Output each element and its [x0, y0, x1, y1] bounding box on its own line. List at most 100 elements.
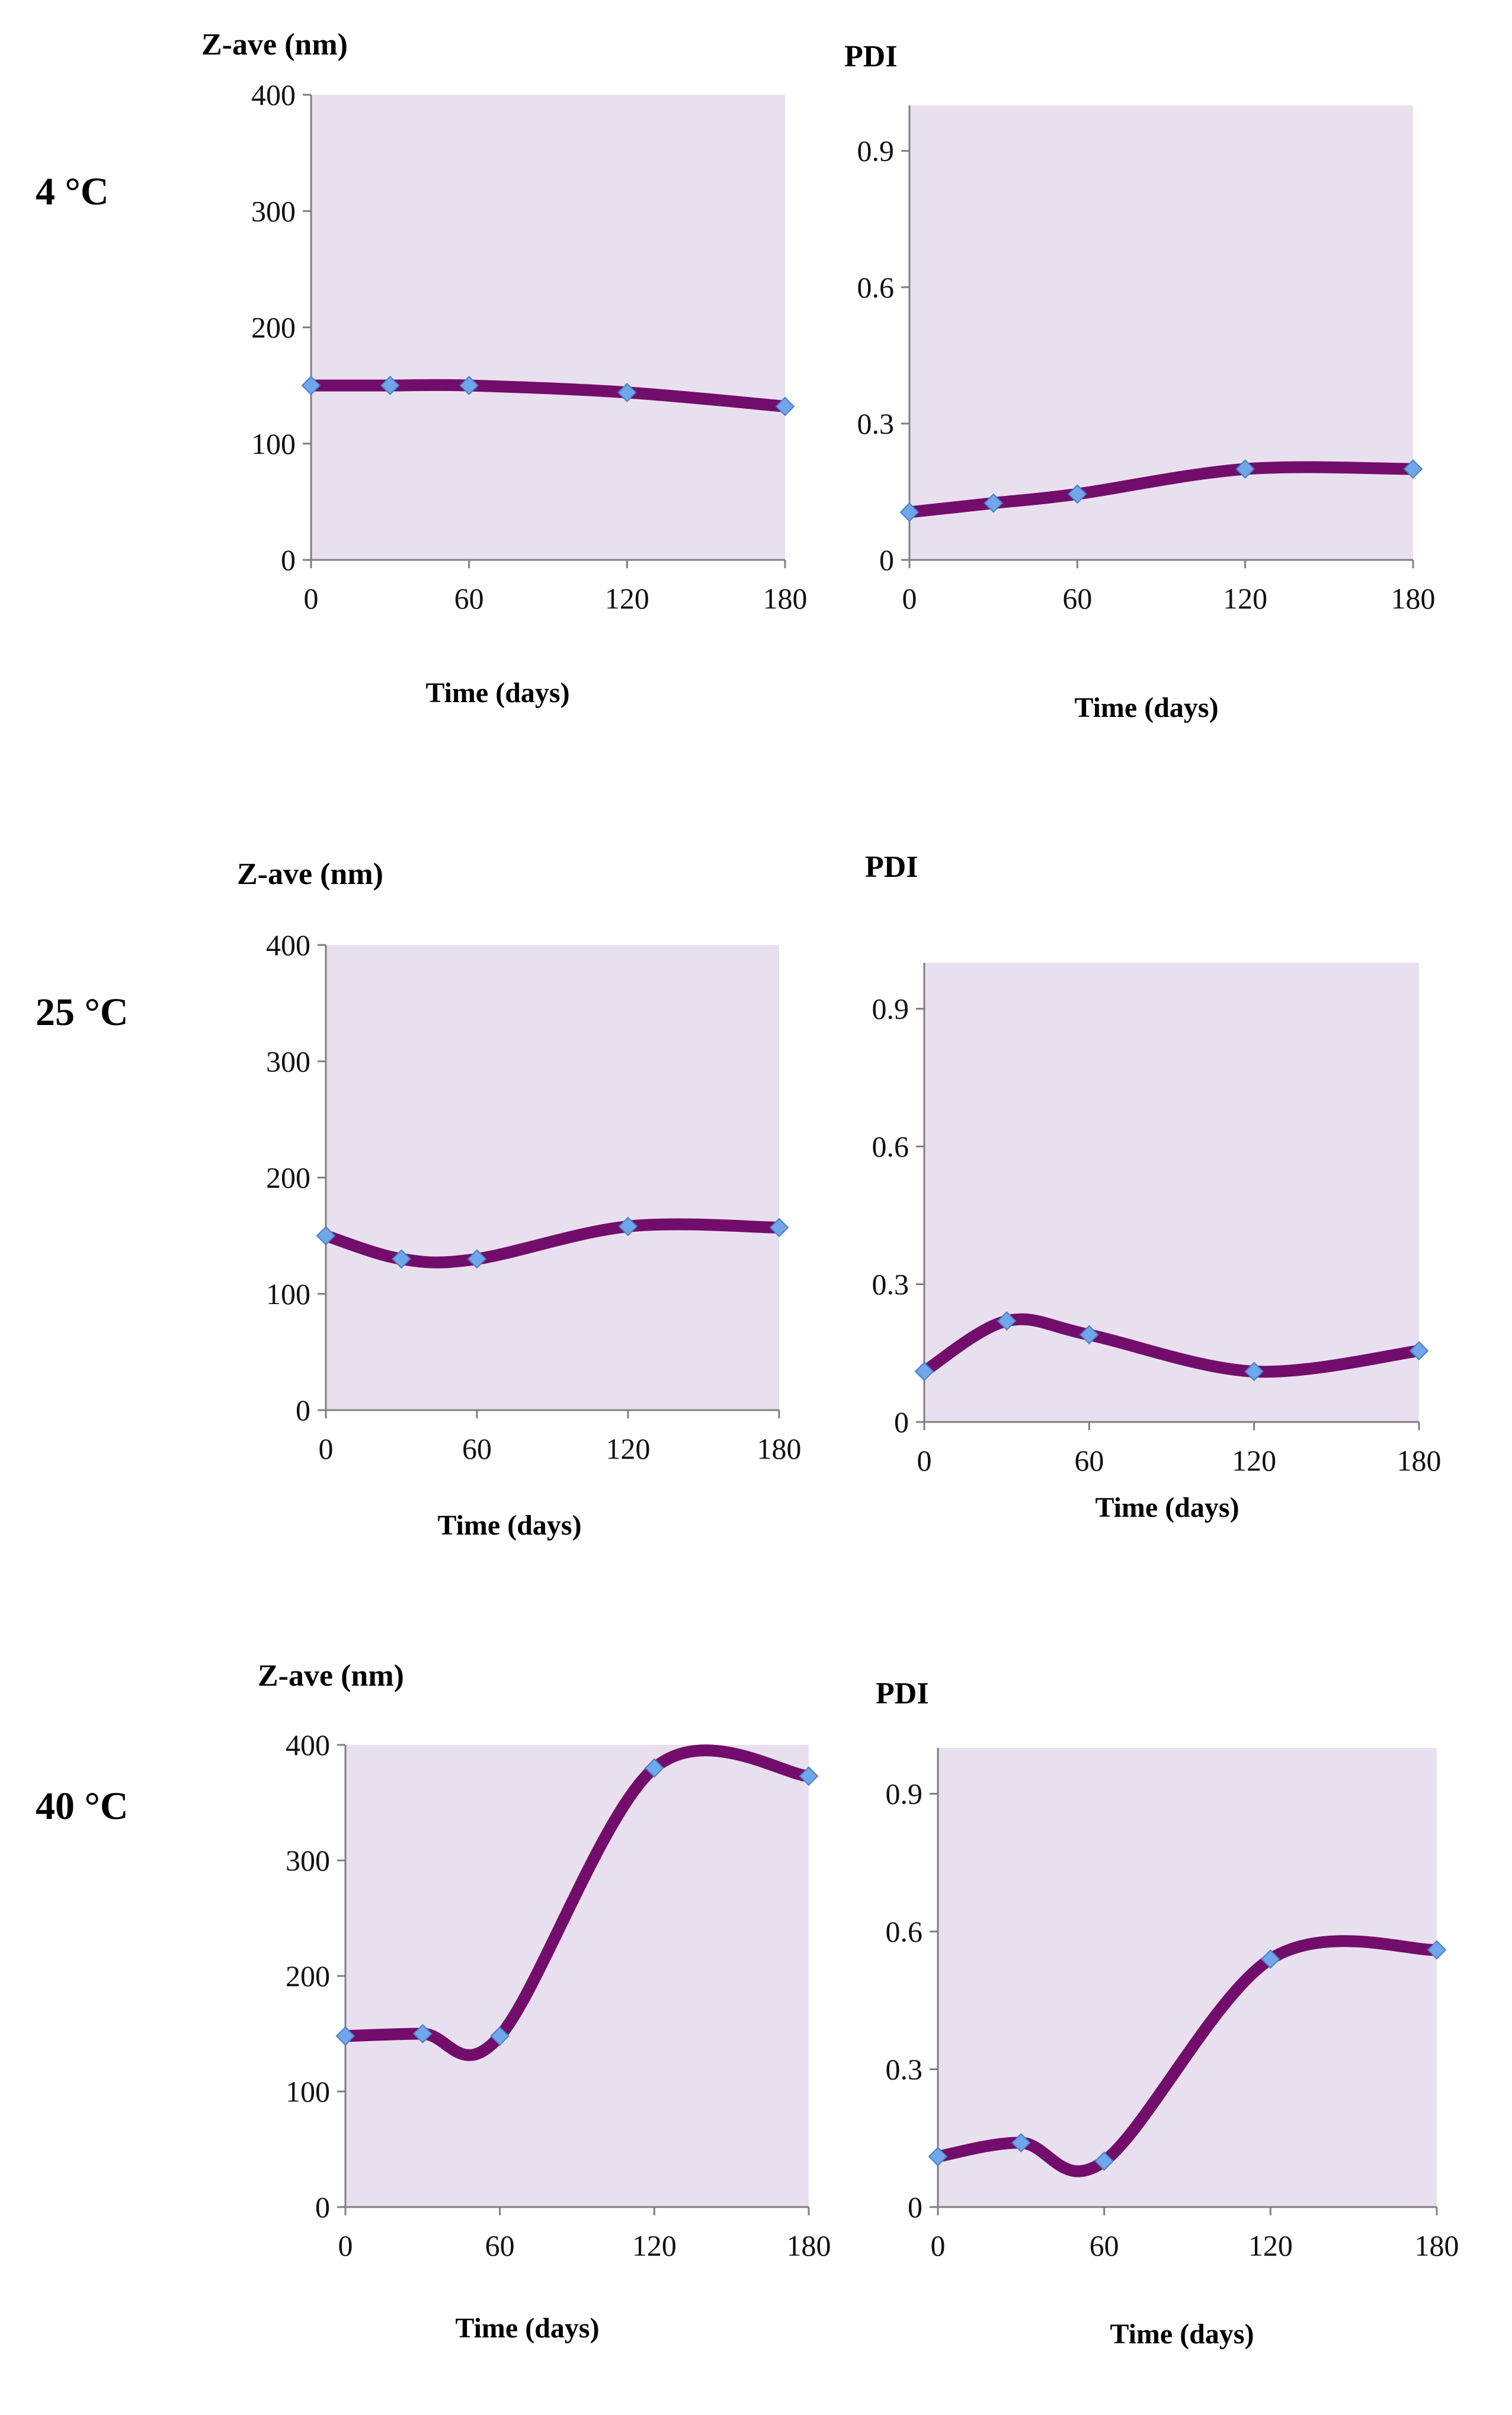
- data-point: [1409, 1341, 1429, 1361]
- data-point: [1235, 459, 1255, 479]
- data-point: [899, 502, 920, 522]
- x-axis-title: Time (days): [455, 2312, 599, 2344]
- data-point: [301, 376, 321, 396]
- x-tick-label: 180: [1415, 2229, 1459, 2262]
- y-tick-label: 0: [908, 2190, 922, 2224]
- data-point: [412, 2024, 433, 2044]
- y-tick-label: 300: [251, 194, 296, 228]
- y-tick-label: 100: [286, 2075, 330, 2108]
- x-tick-label: 120: [632, 2229, 677, 2262]
- x-tick-label: 60: [1062, 582, 1092, 615]
- data-point: [467, 1249, 487, 1269]
- chart-z25: 0 100 200 300 400 0 60 120 180 Z-ave (nm) Time (da…: [237, 857, 802, 1541]
- x-tick-label: 180: [1397, 1444, 1441, 1477]
- y-axis-title: PDI: [865, 850, 918, 884]
- chart-z4: 0 100 200 300 400 0 60 120 180 Z-ave (nm) Time (da…: [201, 28, 808, 709]
- x-tick-label: 180: [787, 2229, 831, 2262]
- x-tick-label: 60: [1074, 1444, 1104, 1477]
- plot-area: [326, 945, 779, 1410]
- y-tick-label: 300: [286, 1844, 330, 1877]
- plot-area: [938, 1748, 1437, 2207]
- x-tick-label: 60: [485, 2229, 515, 2262]
- y-tick-label: 200: [266, 1161, 310, 1194]
- y-tick-label: 0.3: [886, 2053, 923, 2086]
- row-label-z25: 25 °C: [36, 991, 129, 1034]
- data-point: [769, 1218, 789, 1238]
- y-axis-title: Z-ave (nm): [258, 1659, 404, 1693]
- data-point: [459, 376, 479, 396]
- data-point: [1079, 1325, 1099, 1345]
- y-tick-label: 0.6: [857, 271, 895, 304]
- x-tick-label: 120: [1223, 582, 1267, 615]
- y-axis-title: PDI: [844, 40, 898, 73]
- series-line: [918, 1313, 1425, 1378]
- data-point: [1403, 459, 1423, 479]
- x-axis-title: Time (days): [1095, 1492, 1239, 1523]
- plot-area: [311, 95, 785, 560]
- data-point: [1260, 1949, 1280, 1969]
- y-axis-title: PDI: [876, 1677, 929, 1711]
- y-tick-label: 0: [894, 1405, 909, 1439]
- data-point: [1244, 1362, 1264, 1382]
- data-point: [775, 396, 795, 417]
- plot-area: [345, 1745, 809, 2207]
- y-tick-label: 300: [266, 1045, 310, 1078]
- data-point: [1011, 2133, 1031, 2153]
- y-tick-label: 0.9: [872, 992, 909, 1026]
- x-tick-label: 180: [757, 1432, 802, 1465]
- data-point: [617, 382, 637, 402]
- y-tick-label: 100: [266, 1277, 310, 1311]
- y-tick-label: 0: [281, 543, 296, 576]
- y-tick-label: 0: [296, 1394, 310, 1427]
- data-point: [928, 2147, 948, 2167]
- x-axis-title: Time (days): [1110, 2318, 1254, 2350]
- x-tick-label: 0: [917, 1444, 932, 1477]
- x-tick-label: 60: [454, 582, 484, 615]
- y-tick-label: 100: [251, 427, 296, 460]
- x-tick-label: 120: [605, 582, 649, 615]
- y-tick-label: 0: [315, 2190, 330, 2224]
- x-tick-label: 0: [304, 582, 319, 615]
- chart-p40: 0 0.3 0.6 0.9 0 60 120 180 PDI Time (days): [876, 1677, 1459, 2350]
- x-tick-label: 120: [1232, 1444, 1276, 1477]
- series-line: [904, 461, 1419, 518]
- row-label-z4: 4 °C: [36, 170, 109, 213]
- y-axis-title: Z-ave (nm): [237, 857, 383, 891]
- x-tick-label: 60: [1090, 2229, 1119, 2262]
- x-tick-label: 180: [763, 582, 808, 615]
- x-tick-label: 0: [931, 2229, 946, 2262]
- y-tick-label: 0.3: [872, 1268, 909, 1301]
- y-axis-title: Z-ave (nm): [201, 28, 348, 62]
- charts: 0 100 200 300 400 0 60 120 180 Z-ave (nm) Time (da…: [201, 28, 1459, 2350]
- y-tick-label: 200: [251, 311, 296, 344]
- row-label-z40: 40 °C: [36, 1785, 129, 1828]
- data-point: [335, 2026, 355, 2046]
- row-labels: 4 °C 25 °C 40 °C: [36, 170, 129, 1828]
- x-tick-label: 180: [1391, 582, 1436, 615]
- y-tick-label: 0.9: [857, 134, 895, 168]
- data-point: [1094, 2151, 1114, 2171]
- x-tick-label: 120: [606, 1432, 651, 1465]
- x-axis-title: Time (days): [437, 1510, 581, 1541]
- x-axis-title: Time (days): [1074, 692, 1218, 723]
- data-point: [799, 1766, 819, 1786]
- data-point: [380, 376, 400, 396]
- data-point: [392, 1249, 411, 1269]
- x-tick-label: 0: [319, 1432, 334, 1465]
- x-axis-title: Time (days): [425, 677, 569, 709]
- x-tick-label: 0: [902, 582, 917, 615]
- y-tick-label: 400: [286, 1728, 330, 1761]
- y-tick-label: 400: [266, 928, 310, 962]
- data-point: [914, 1362, 934, 1382]
- y-tick-label: 0.3: [857, 407, 895, 440]
- y-tick-label: 0.9: [886, 1777, 923, 1811]
- chart-z40: 0 100 200 300 400 0 60 120 180 Z-ave (nm) Time (da…: [258, 1659, 831, 2344]
- data-point: [618, 1216, 638, 1237]
- plot-area: [909, 105, 1413, 560]
- series-line: [320, 1218, 785, 1269]
- x-tick-label: 60: [462, 1432, 492, 1465]
- x-tick-label: 0: [338, 2229, 353, 2262]
- data-point: [1427, 1940, 1447, 1960]
- series-line: [305, 379, 791, 412]
